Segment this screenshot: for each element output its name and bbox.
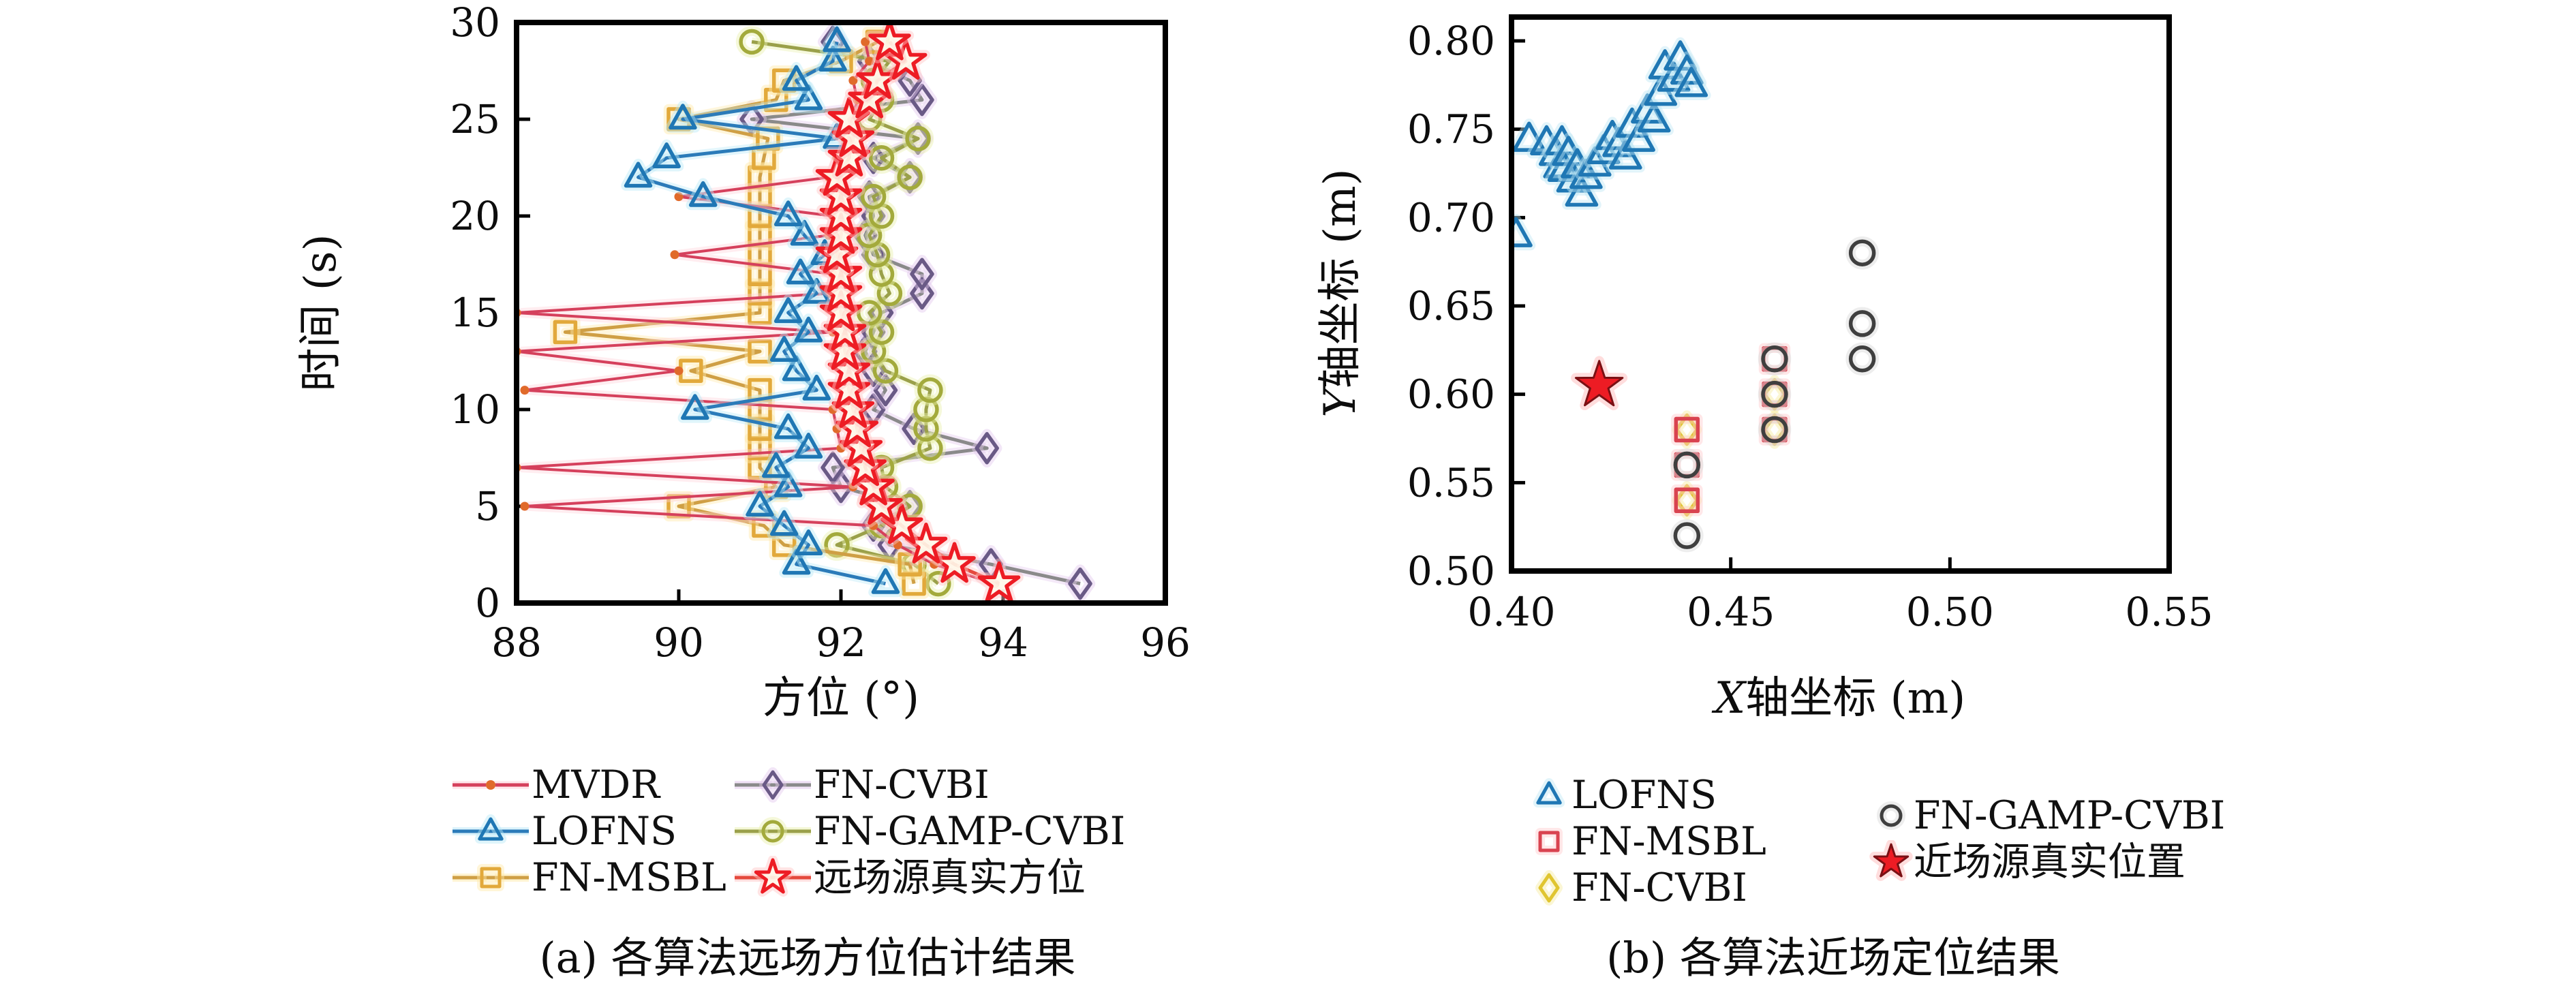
svg-text:0.80: 0.80 — [1407, 18, 1495, 64]
legend-label: LOFNS — [532, 808, 677, 854]
legend-column-1: MVDR LOFNS FN-MSBL — [450, 762, 726, 901]
legend-column-2: FN-CVBI FN-GAMP-CVBI 远场源真实方位 — [732, 762, 1125, 901]
svg-text:0.75: 0.75 — [1407, 106, 1495, 153]
legend-label: MVDR — [532, 762, 660, 807]
legend-item-FN-MSBL: FN-MSBL — [1527, 818, 1766, 865]
legend-item-FN-MSBL: FN-MSBL — [450, 854, 726, 901]
legend-marker-triangle-icon — [453, 814, 529, 844]
svg-text:96: 96 — [1140, 619, 1191, 666]
svg-text:90: 90 — [654, 619, 704, 666]
legend-marker-dot-icon — [453, 780, 529, 790]
svg-text:15: 15 — [450, 290, 500, 336]
legend-marker-diamond-icon — [1535, 870, 1563, 906]
svg-text:X轴坐标 (m): X轴坐标 (m) — [1711, 673, 1966, 724]
svg-text:0.55: 0.55 — [2125, 589, 2213, 635]
legend-item-远场源真实方位: 远场源真实方位 — [732, 854, 1125, 901]
legend-marker-diamond-icon — [734, 767, 811, 803]
svg-text:0.45: 0.45 — [1687, 589, 1775, 635]
svg-text:0.70: 0.70 — [1407, 194, 1495, 241]
svg-text:5: 5 — [475, 483, 500, 529]
svg-text:方位 (°): 方位 (°) — [763, 673, 919, 724]
legend-label: FN-MSBL — [532, 854, 726, 900]
svg-text:0.65: 0.65 — [1407, 283, 1495, 329]
legend-marker-square-icon — [1535, 828, 1563, 855]
legend-label: FN-GAMP-CVBI — [1913, 792, 2226, 838]
far-field-azimuth-panel: 88 90 92 94 96 0 5 10 15 20 25 30 方位 (°) 时间 (s) MVDR L… — [296, 0, 1191, 983]
svg-text:0: 0 — [475, 580, 500, 626]
legend-item-近场源真实位置: 近场源真实位置 — [1869, 839, 2225, 885]
legend-far-field: MVDR LOFNS FN-MSBL FN-CVBI FN-GAMP-CVBI 远场源真实… — [450, 762, 1131, 901]
legend-marker-triangle-icon — [1533, 778, 1565, 808]
svg-text:0.40: 0.40 — [1467, 589, 1555, 635]
svg-text:0.55: 0.55 — [1407, 459, 1495, 506]
azimuth-time-chart: 88 90 92 94 96 0 5 10 15 20 25 30 方位 (°) 时间 (s) — [296, 0, 1191, 724]
legend-marker-circle-icon — [734, 817, 811, 846]
caption-b: (b) 各算法近场定位结果 — [1606, 933, 2060, 983]
svg-text:时间 (s): 时间 (s) — [296, 234, 346, 391]
legend-label: 远场源真实方位 — [813, 854, 1086, 900]
svg-text:0.50: 0.50 — [1906, 589, 1994, 635]
svg-text:30: 30 — [450, 0, 500, 46]
legend-label: FN-CVBI — [813, 762, 990, 807]
legend-item-FN-CVBI: FN-CVBI — [732, 762, 1125, 808]
legend-label: LOFNS — [1571, 772, 1717, 818]
legend-item-LOFNS: LOFNS — [450, 808, 726, 854]
legend-label: 近场源真实位置 — [1913, 839, 2186, 884]
legend-column-2: FN-GAMP-CVBI 近场源真实位置 — [1869, 792, 2225, 911]
legend-item-FN-CVBI: FN-CVBI — [1527, 865, 1766, 911]
svg-text:88: 88 — [491, 619, 542, 666]
svg-text:10: 10 — [450, 386, 500, 433]
caption-a: (a) 各算法远场方位估计结果 — [539, 933, 1076, 983]
svg-text:94: 94 — [978, 619, 1028, 666]
svg-text:20: 20 — [450, 193, 500, 239]
legend-item-LOFNS: LOFNS — [1527, 772, 1766, 818]
legend-column-1: LOFNS FN-MSBL FN-CVBI — [1527, 772, 1766, 911]
legend-item-FN-GAMP-CVBI: FN-GAMP-CVBI — [732, 808, 1125, 854]
svg-text:25: 25 — [450, 96, 500, 142]
svg-text:0.60: 0.60 — [1407, 371, 1495, 418]
legend-label: FN-CVBI — [1571, 865, 1747, 910]
legend-label: FN-GAMP-CVBI — [813, 808, 1126, 854]
near-field-position-panel: 0.40 0.45 0.50 0.55 0.50 0.55 0.60 0.65 0.70 0.75… — [1288, 0, 2576, 988]
legend-item-MVDR: MVDR — [450, 762, 726, 808]
svg-text:0.50: 0.50 — [1407, 548, 1495, 594]
position-scatter-chart: 0.40 0.45 0.50 0.55 0.50 0.55 0.60 0.65 0.70 0.75… — [1315, 14, 2213, 724]
legend-label: FN-MSBL — [1571, 818, 1766, 864]
legend-marker-circle-icon — [1876, 801, 1905, 830]
legend-marker-star-icon — [734, 856, 811, 897]
legend-near-field: LOFNS FN-MSBL FN-CVBI FN-GAMP-CVBI 近场源真实位置 — [1527, 772, 2327, 911]
svg-text:Y轴坐标 (m): Y轴坐标 (m) — [1315, 168, 1366, 417]
legend-item-FN-GAMP-CVBI: FN-GAMP-CVBI — [1869, 792, 2225, 839]
svg-text:92: 92 — [816, 619, 866, 666]
legend-marker-star-filled-icon — [1869, 840, 1913, 881]
legend-marker-square-icon — [453, 864, 529, 891]
